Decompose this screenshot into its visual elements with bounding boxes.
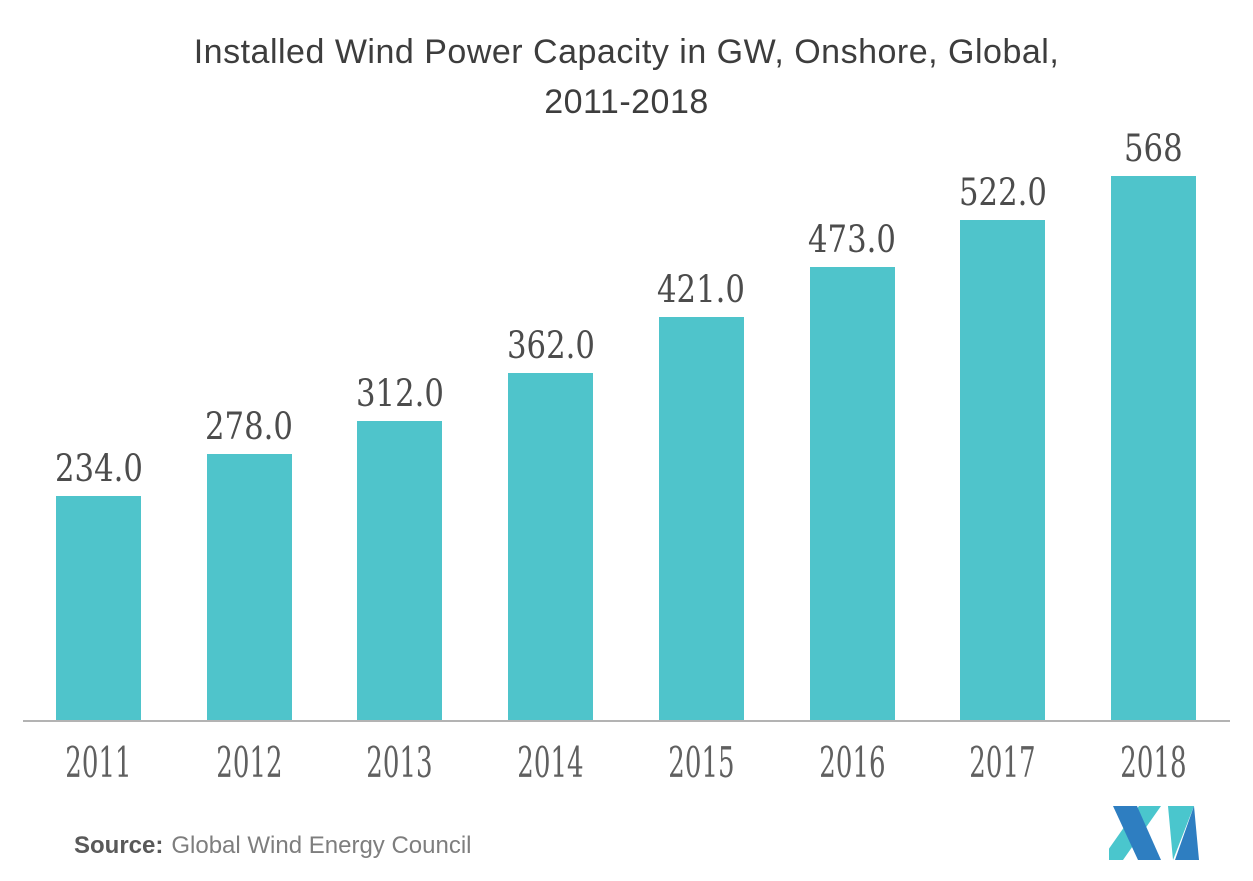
x-tick-label: 2016: [732, 742, 972, 784]
bar-value-label: 312.0: [280, 375, 520, 412]
x-tick-text: 2011: [65, 738, 132, 787]
bar-value-text: 278.0: [205, 405, 294, 448]
bar-value-label: 234.0: [0, 450, 219, 487]
x-tick-text: 2017: [969, 738, 1036, 787]
x-axis-line: [23, 720, 1230, 722]
x-tick-text: 2013: [366, 738, 434, 787]
bar-value-text: 312.0: [355, 372, 444, 415]
x-tick-label: 2011: [0, 742, 219, 784]
mordor-intelligence-logo: [1109, 806, 1199, 860]
bar: [206, 454, 292, 721]
bar-value-label: 278.0: [129, 408, 369, 445]
source-label: Source:: [74, 832, 164, 859]
x-tick-text: 2014: [517, 738, 584, 787]
x-tick-text: 2018: [1120, 738, 1187, 787]
chart-title: Installed Wind Power Capacity in GW, Ons…: [0, 27, 1253, 127]
x-tick-text: 2012: [216, 738, 283, 787]
bar-group: 312.0 2013: [356, 0, 444, 881]
bar: [357, 421, 443, 721]
bar-value-text: 234.0: [54, 447, 143, 490]
source-note: Source: Global Wind Energy Council: [74, 832, 472, 861]
bar-value-label: 362.0: [431, 327, 671, 364]
bar-group: 568 2018: [1110, 0, 1196, 881]
bar: [960, 220, 1046, 721]
chart-title-line-1: Installed Wind Power Capacity in GW, Ons…: [193, 33, 1060, 71]
bar-value-label: 522.0: [883, 174, 1123, 211]
x-tick-text: 2015: [668, 738, 735, 787]
chart-title-line-2: 2011-2018: [544, 83, 709, 121]
logo-right-blue-shape: [1175, 806, 1199, 860]
bar-group: 473.0 2016: [808, 0, 896, 881]
x-tick-label: 2017: [883, 742, 1123, 784]
bar: [809, 267, 895, 721]
bar-value-text: 362.0: [506, 324, 595, 367]
x-tick-label: 2013: [280, 742, 520, 784]
bar-group: 278.0 2012: [205, 0, 293, 881]
bar-value-text: 522.0: [958, 171, 1047, 214]
source-text: Global Wind Energy Council: [171, 832, 472, 859]
bar: [56, 496, 141, 721]
x-tick-label: 2012: [129, 742, 369, 784]
bar-value-text: 568: [1124, 127, 1183, 170]
bar-value-label: 421.0: [581, 271, 821, 308]
bar-value-text: 421.0: [657, 268, 746, 311]
bar-value-label: 473.0: [732, 221, 972, 258]
bar-group: 362.0 2014: [507, 0, 595, 881]
logo-left-blue-shape: [1113, 806, 1161, 860]
logo-right-teal-shape: [1168, 806, 1194, 860]
x-tick-label: 2014: [431, 742, 671, 784]
bar-value-text: 473.0: [808, 218, 896, 261]
x-tick-label: 2018: [1033, 742, 1253, 784]
bar: [508, 373, 594, 721]
bar-group: 522.0 2017: [959, 0, 1047, 881]
bar-value-label: 568: [1033, 130, 1253, 167]
bar-group: 234.0 2011: [55, 0, 143, 881]
bar-group: 421.0 2015: [657, 0, 745, 881]
bar: [658, 317, 744, 721]
bar: [1110, 176, 1196, 721]
x-tick-label: 2015: [581, 742, 821, 784]
x-tick-text: 2016: [818, 738, 886, 787]
